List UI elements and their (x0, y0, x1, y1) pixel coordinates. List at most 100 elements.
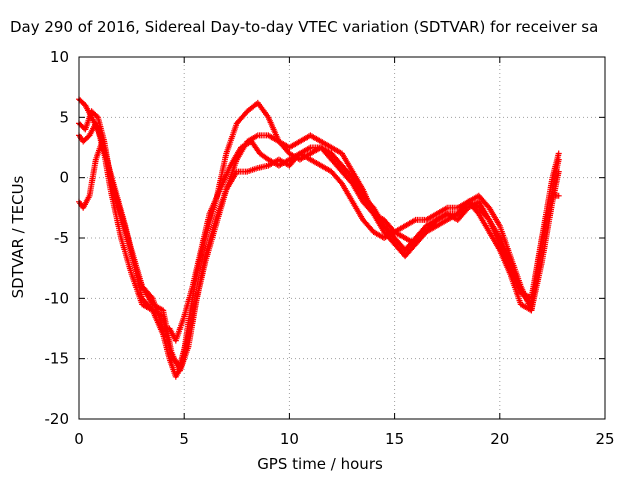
data-point (549, 152, 562, 181)
plot-frame (78, 56, 606, 420)
data-point (256, 150, 270, 162)
data-point (265, 132, 281, 144)
x-tick-label: 10 (280, 430, 299, 448)
axis-ticks: 0 5 10 15 20 25 -20 -15 -10 -5 0 5 10 (45, 48, 615, 448)
data-point (160, 313, 175, 360)
x-tick-label: 15 (385, 430, 404, 448)
data-point (328, 168, 344, 186)
data-point (496, 222, 513, 258)
data-point (122, 222, 137, 264)
data-point (227, 146, 244, 169)
data-point (238, 139, 253, 151)
data-point (233, 109, 250, 127)
data-points (76, 96, 562, 380)
data-point (217, 164, 233, 193)
data-point (486, 204, 502, 228)
data-point (391, 229, 407, 241)
data-point (475, 210, 492, 234)
data-point (212, 188, 229, 229)
y-tick-label: -15 (45, 350, 70, 368)
data-point (113, 192, 128, 227)
series-track-d (76, 120, 562, 368)
y-tick-label: 0 (59, 169, 69, 187)
data-point (223, 170, 239, 193)
data-point (339, 162, 355, 180)
data-point (360, 216, 376, 234)
data-point (193, 261, 208, 302)
data-point (555, 168, 562, 175)
data-point (496, 247, 513, 276)
data-point (296, 145, 312, 157)
data-point (168, 355, 182, 367)
data-point (118, 235, 134, 276)
data-point (86, 158, 99, 199)
y-tick-label: -20 (45, 410, 70, 428)
data-point (433, 205, 449, 217)
x-axis-label: GPS time / hours (257, 455, 383, 473)
data-point (360, 192, 376, 210)
series-track-a (76, 96, 562, 380)
data-point (412, 224, 428, 241)
data-point (307, 132, 323, 144)
data-point (149, 307, 165, 319)
data-point (339, 168, 355, 186)
data-point (172, 315, 187, 344)
data-point (244, 165, 260, 175)
data-point (349, 180, 366, 204)
data-point (370, 210, 386, 222)
data-point (433, 217, 449, 229)
data-point (507, 265, 524, 294)
data-point (88, 108, 100, 120)
data-point (80, 133, 92, 145)
data-point (318, 144, 334, 162)
data-point (454, 206, 471, 223)
data-point (177, 333, 191, 368)
data-point (496, 235, 513, 264)
data-point (189, 249, 204, 290)
data-point (328, 144, 344, 156)
data-point (465, 199, 481, 211)
data-point (105, 162, 120, 197)
chart-title: Day 290 of 2016, Sidereal Day-to-day VTE… (10, 18, 599, 36)
data-point (538, 194, 555, 241)
data-point (555, 150, 562, 157)
data-point (223, 122, 240, 157)
data-point (486, 229, 502, 252)
data-point (328, 150, 344, 168)
data-point (181, 285, 196, 320)
x-tick-label: 0 (74, 430, 84, 448)
data-point (381, 216, 397, 234)
data-point (423, 218, 439, 235)
data-point (286, 139, 302, 151)
x-tick-label: 25 (595, 430, 614, 448)
data-point (360, 198, 376, 216)
data-point (198, 212, 212, 254)
data-point (349, 198, 366, 222)
data-point (307, 156, 323, 168)
y-tick-label: 10 (50, 48, 69, 66)
data-point (339, 150, 355, 173)
data-point (248, 138, 262, 155)
data-point (275, 138, 292, 156)
data-point (507, 271, 524, 306)
y-tick-label: -5 (54, 229, 69, 247)
data-point (328, 156, 344, 174)
y-tick-label: -10 (45, 289, 70, 307)
data-point (423, 211, 439, 223)
data-point (82, 110, 94, 133)
grid-lines (79, 57, 605, 419)
y-tick-label: 5 (59, 108, 69, 126)
data-point (318, 162, 333, 174)
data-point (475, 198, 492, 222)
data-point (92, 120, 105, 143)
series-track-c (76, 138, 562, 344)
data-point (486, 216, 502, 246)
data-point (286, 151, 302, 169)
x-tick-label: 20 (490, 430, 509, 448)
data-point (185, 297, 200, 338)
data-point (528, 237, 545, 308)
x-tick-label: 5 (179, 430, 189, 448)
data-point (555, 192, 562, 199)
data-point (475, 192, 492, 210)
